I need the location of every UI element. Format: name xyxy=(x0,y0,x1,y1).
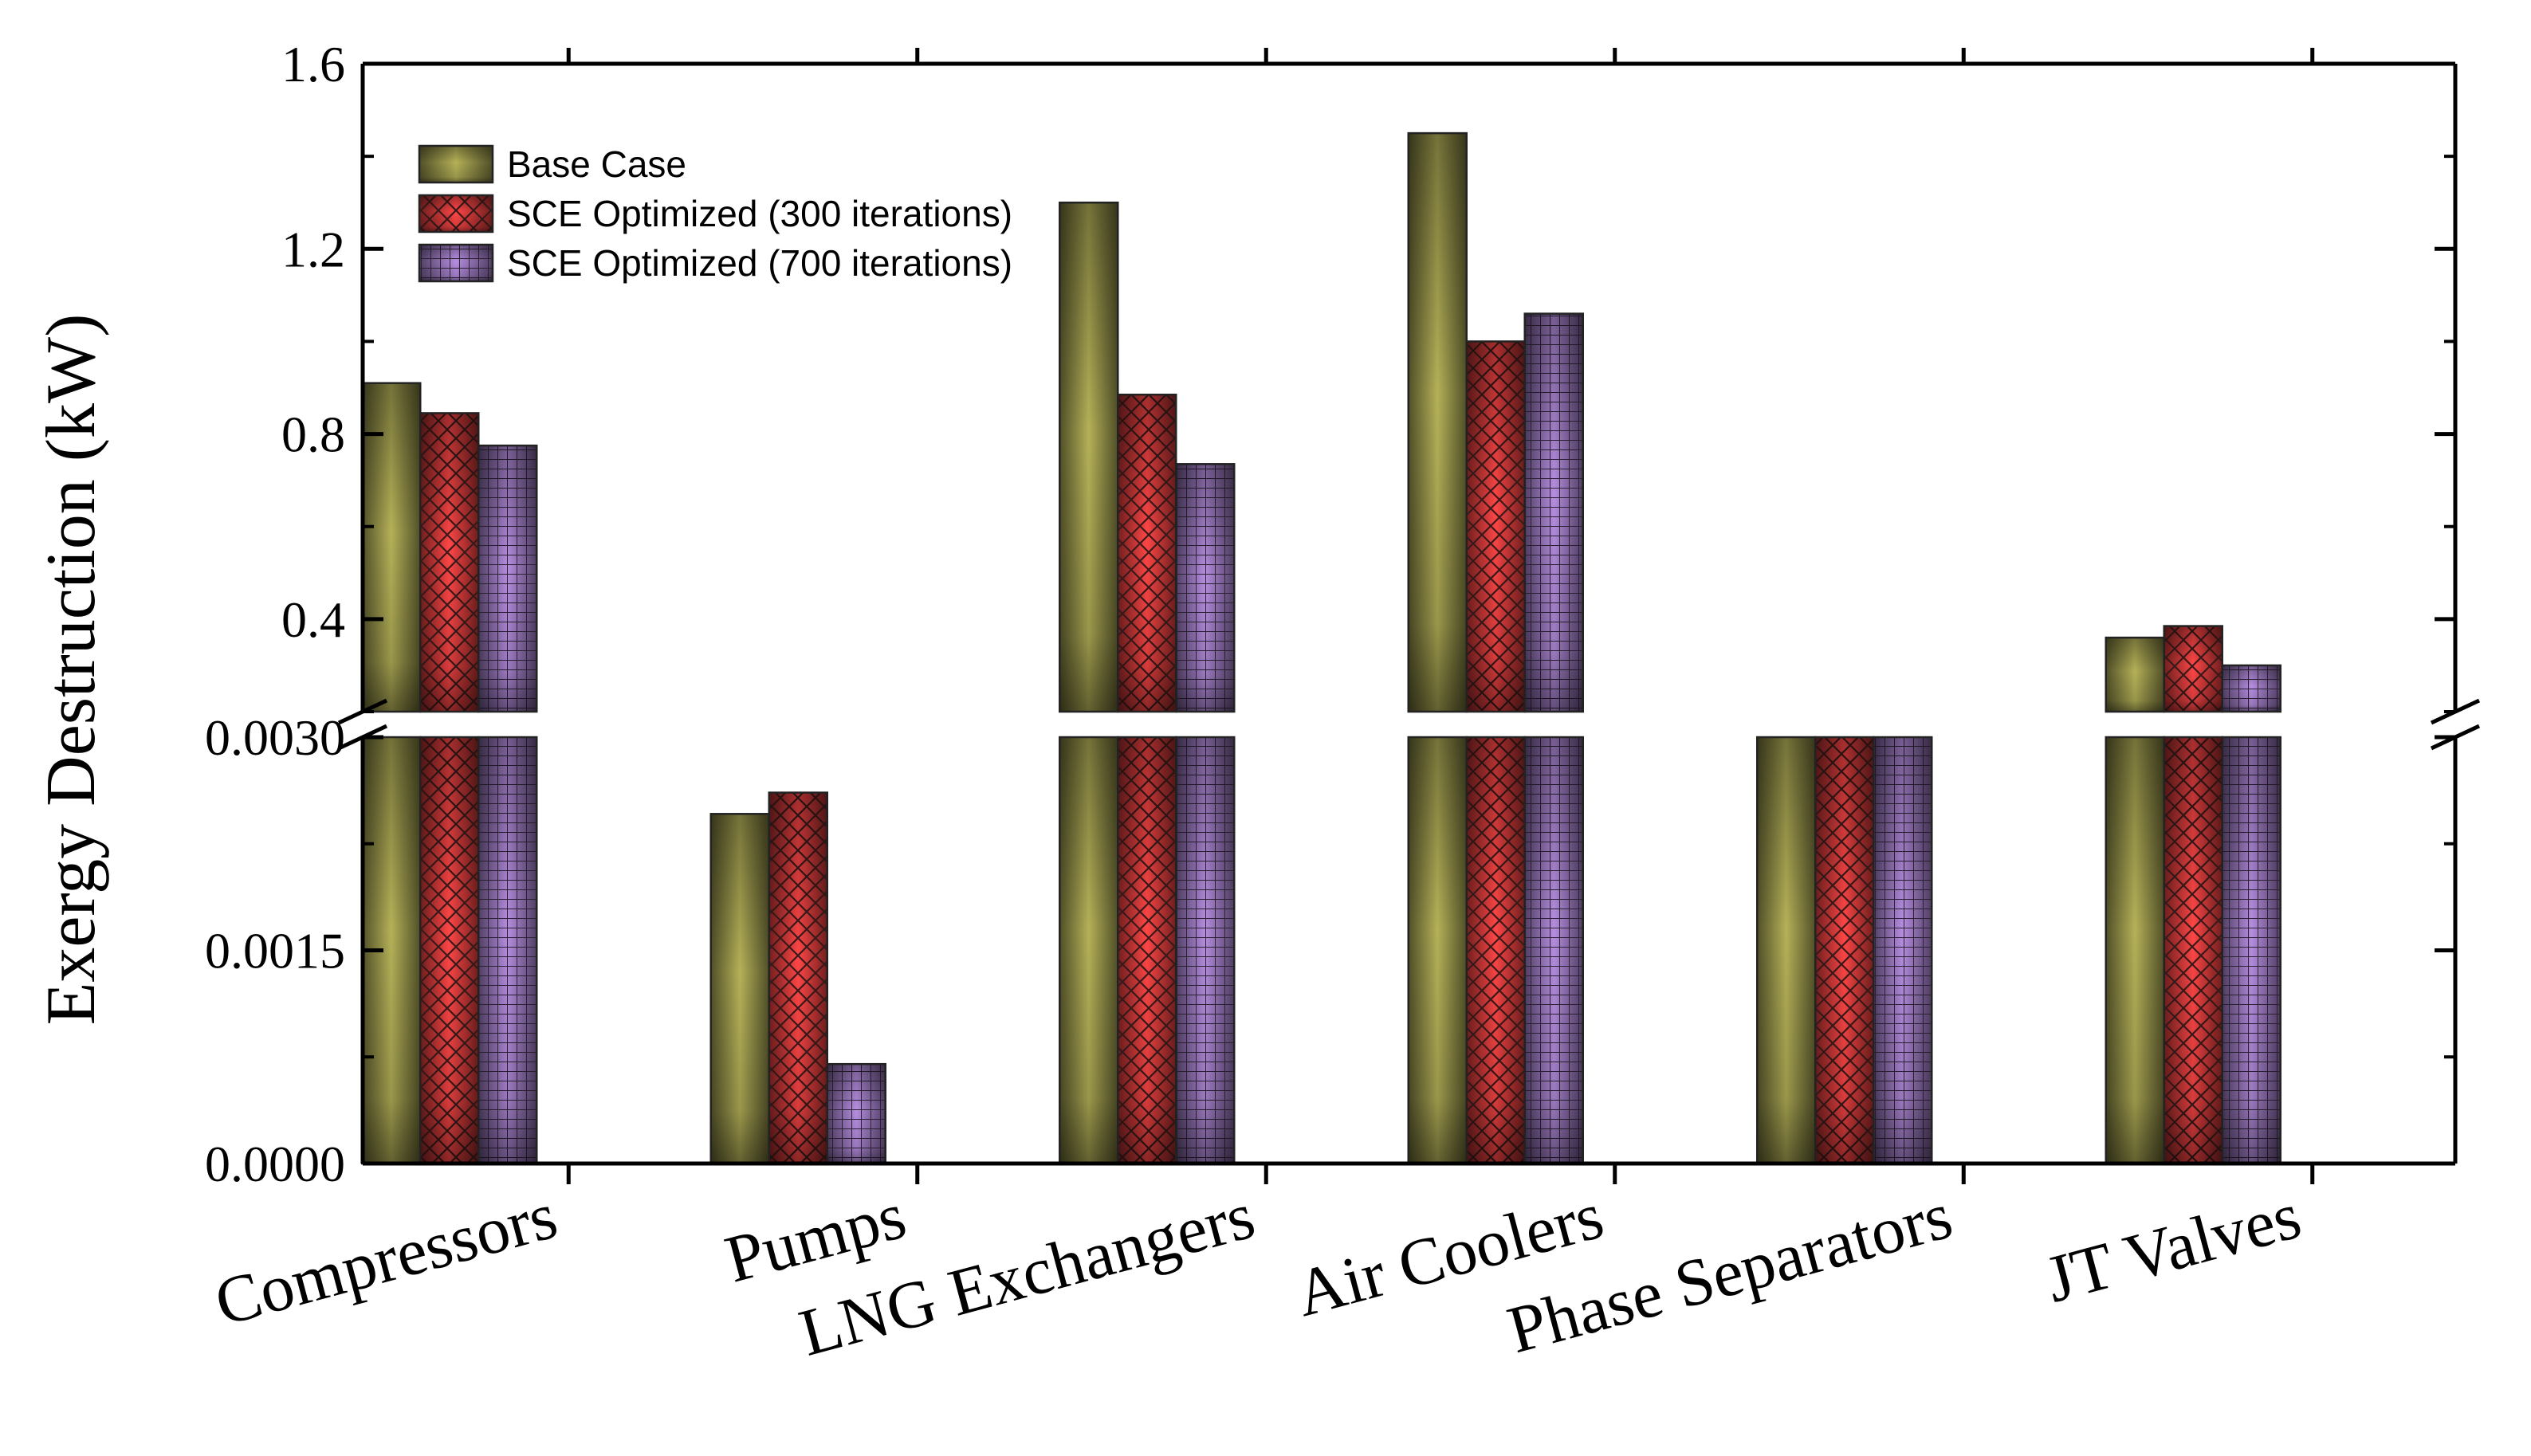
bar-air-coolers-1-upper xyxy=(1407,131,1468,713)
bar-pumps-1-lower xyxy=(709,813,770,1165)
bar-jt-valves-2-lower xyxy=(2163,736,2223,1165)
bar-lng-exchangers-1-lower xyxy=(1059,736,1119,1165)
y-tick-label: 0.0015 xyxy=(205,923,345,979)
bar-jt-valves-1-lower xyxy=(2105,736,2165,1165)
bar-jt-valves-3 xyxy=(2221,664,2281,1165)
bar-air-coolers-2-lower xyxy=(1465,736,1526,1165)
bar-air-coolers-3-upper xyxy=(1523,312,1584,713)
bar-compressors-1-lower xyxy=(361,736,422,1165)
bar-jt-valves-2 xyxy=(2163,625,2223,1165)
bar-jt-valves-3-lower xyxy=(2221,736,2281,1165)
bar-compressors-2-upper xyxy=(419,412,480,713)
bar-jt-valves-1 xyxy=(2105,636,2165,1165)
legend-swatch-2 xyxy=(418,194,494,234)
legend-label-3: SCE Optimized (700 iterations) xyxy=(507,242,1012,284)
bar-air-coolers-3-lower xyxy=(1523,736,1584,1165)
bar-lng-exchangers-1 xyxy=(1059,201,1119,1165)
bar-jt-valves-2-upper xyxy=(2163,625,2223,713)
bar-compressors-3 xyxy=(478,444,538,1165)
y-tick-label: 0.8 xyxy=(281,406,345,463)
bar-pumps-2-lower xyxy=(768,791,828,1165)
bar-lng-exchangers-2-upper xyxy=(1117,393,1177,713)
bar-lng-exchangers-3-lower xyxy=(1175,736,1236,1165)
bar-air-coolers-2-upper xyxy=(1465,340,1526,713)
y-tick-label: 1.2 xyxy=(281,221,345,277)
bar-pumps-3-lower xyxy=(826,1062,886,1165)
bar-compressors-1 xyxy=(361,382,422,1165)
bar-air-coolers-2 xyxy=(1465,340,1526,1165)
y-tick-label: 0.4 xyxy=(281,591,345,648)
legend-label-1: Base Case xyxy=(507,143,686,185)
bar-air-coolers-3 xyxy=(1523,312,1584,1165)
bar-compressors-3-lower xyxy=(478,736,538,1165)
bars-layer xyxy=(361,131,2281,1165)
bar-phase-separators-3 xyxy=(1873,736,1933,1165)
x-category-label: Compressors xyxy=(207,1179,564,1340)
bar-pumps-3 xyxy=(826,1062,886,1165)
bar-compressors-2 xyxy=(419,412,480,1165)
bar-lng-exchangers-3-upper xyxy=(1175,463,1236,713)
axes-layer xyxy=(337,48,2481,1184)
bar-jt-valves-3-upper xyxy=(2221,664,2281,713)
bar-lng-exchangers-2 xyxy=(1117,393,1177,1165)
bar-phase-separators-1-lower xyxy=(1756,736,1817,1165)
bar-pumps-1 xyxy=(709,813,770,1165)
bar-phase-separators-2 xyxy=(1814,736,1875,1165)
legend-swatch-3 xyxy=(418,243,494,283)
bar-lng-exchangers-3 xyxy=(1175,463,1236,1165)
y-tick-label: 0.0000 xyxy=(205,1136,345,1192)
bar-compressors-3-upper xyxy=(478,444,538,713)
x-category-label: JT Valves xyxy=(2038,1179,2309,1317)
legend-swatch-1 xyxy=(418,144,494,184)
bar-phase-separators-2-lower xyxy=(1814,736,1875,1165)
y-axis-title: Exergy Destruction (kW) xyxy=(33,314,110,1026)
y-tick-label: 1.6 xyxy=(281,36,345,92)
bar-phase-separators-1 xyxy=(1756,736,1817,1165)
bar-jt-valves-1-upper xyxy=(2105,636,2165,713)
legend-label-2: SCE Optimized (300 iterations) xyxy=(507,193,1012,234)
bar-pumps-2 xyxy=(768,791,828,1165)
bar-phase-separators-3-lower xyxy=(1873,736,1933,1165)
legend: Base Case SCE Optimized (300 iterations) S… xyxy=(418,143,1012,284)
bar-air-coolers-1-lower xyxy=(1407,736,1468,1165)
y-tick-label: 0.0030 xyxy=(205,709,345,766)
bar-air-coolers-1 xyxy=(1407,131,1468,1165)
bar-lng-exchangers-2-lower xyxy=(1117,736,1177,1165)
bar-compressors-2-lower xyxy=(419,736,480,1165)
bar-lng-exchangers-1-upper xyxy=(1059,201,1119,713)
